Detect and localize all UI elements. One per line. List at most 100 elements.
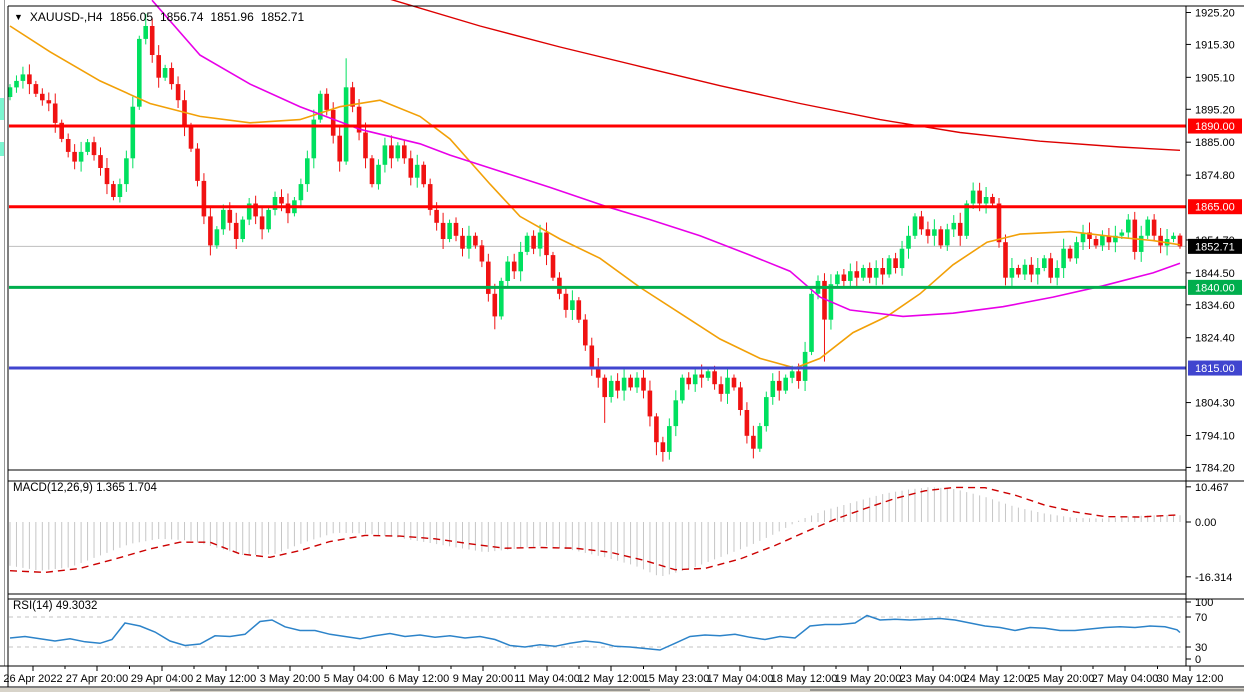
quote-high: 1856.74 — [160, 10, 204, 24]
time-axis-label: 23 May 04:00 — [900, 673, 967, 685]
candle-bullish — [673, 400, 679, 427]
left-strip-marker — [0, 98, 4, 120]
rsi-line — [9, 614, 1181, 651]
candle-bearish — [686, 377, 691, 385]
candle-bullish — [945, 229, 950, 246]
candle-bullish — [964, 203, 969, 236]
candle-bullish — [20, 74, 26, 81]
time-axis-label: 27 May 04:00 — [1092, 673, 1159, 685]
candle-bearish — [1132, 219, 1138, 252]
candle-bullish — [214, 229, 220, 246]
candle-bearish — [389, 145, 394, 159]
price-tick-label: 1804.30 — [1195, 398, 1235, 410]
candle-bearish — [511, 261, 517, 272]
candle-bullish — [757, 426, 763, 449]
time-axis-label: 24 May 12:00 — [964, 673, 1031, 685]
candle-bearish — [72, 151, 77, 162]
candle-bullish — [1119, 232, 1125, 236]
candle-bearish — [641, 377, 646, 391]
candle-bearish — [557, 277, 562, 294]
candle-bullish — [499, 280, 504, 317]
candle-bearish — [434, 209, 439, 223]
candle-bearish — [440, 222, 446, 239]
candle-bullish — [789, 371, 795, 378]
candle-bullish — [570, 300, 575, 310]
candle-bearish — [59, 122, 64, 139]
candle-bearish — [46, 100, 52, 104]
candle-bullish — [861, 268, 866, 278]
candle-bearish — [615, 380, 620, 391]
candle-bullish — [1022, 264, 1028, 275]
candle-bullish — [7, 87, 13, 97]
price-tick-label: 1915.30 — [1195, 39, 1235, 51]
candle-bearish — [149, 26, 155, 55]
candle-bullish — [414, 164, 420, 178]
time-axis-label: 9 May 20:00 — [453, 673, 514, 685]
candle-bullish — [1126, 219, 1131, 233]
candle-bullish — [692, 374, 698, 385]
price-box-label-support-1815: 1815.00 — [1195, 363, 1235, 375]
candle-bullish — [1145, 219, 1150, 236]
candle-bearish — [796, 371, 801, 381]
candle-bearish — [402, 145, 407, 159]
rsi-tick-label: 70 — [1195, 612, 1207, 624]
candle-bearish — [563, 293, 569, 310]
price-tick-label: 1905.10 — [1195, 72, 1235, 84]
candle-bullish — [802, 351, 808, 381]
candle-bearish — [744, 410, 750, 436]
candle-bearish — [460, 235, 465, 249]
candle-bullish — [705, 371, 711, 378]
candle-bullish — [1171, 235, 1176, 239]
candle-bullish — [78, 151, 84, 162]
candle-bearish — [195, 148, 200, 181]
candle-bearish — [208, 216, 213, 246]
candle-bullish — [137, 38, 142, 107]
candle-bullish — [246, 203, 252, 220]
price-box-label-support-1840: 1840.00 — [1195, 282, 1235, 294]
time-axis-label: 3 May 20:00 — [260, 673, 321, 685]
candle-bullish — [764, 397, 769, 427]
candle-bearish — [576, 300, 582, 320]
candle-bullish — [1061, 248, 1066, 269]
chart-dropdown-icon[interactable]: ▼ — [14, 11, 23, 22]
candle-bullish — [117, 184, 123, 197]
candle-bullish — [1009, 268, 1015, 278]
price-tick-label: 1784.20 — [1195, 462, 1235, 474]
candle-bullish — [951, 222, 957, 230]
candle-bullish — [272, 197, 278, 210]
candle-bearish — [98, 155, 103, 168]
price-tick-label: 1834.60 — [1195, 300, 1235, 312]
candle-bullish — [770, 380, 776, 397]
candle-bullish — [725, 377, 730, 394]
candle-bearish — [751, 435, 756, 449]
candle-bearish — [188, 126, 194, 149]
candle-bearish — [544, 232, 549, 256]
candle-bearish — [1158, 235, 1163, 246]
candle-bullish — [162, 68, 168, 78]
candle-bearish — [1029, 264, 1034, 275]
candle-bearish — [1177, 235, 1183, 247]
price-tick-label: 1885.00 — [1195, 137, 1235, 149]
candle-bullish — [983, 197, 989, 204]
candle-bearish — [977, 190, 982, 204]
candle-bullish — [608, 380, 614, 397]
candle-bearish — [1087, 232, 1092, 239]
candle-bearish — [369, 158, 375, 185]
macd-indicator-label: MACD(12,26,9) 1.365 1.704 — [13, 482, 157, 494]
candle-bearish — [1093, 239, 1099, 246]
candle-bearish — [233, 222, 239, 239]
time-axis-label: 17 May 04:00 — [707, 673, 774, 685]
time-axis-label: 26 Apr 2022 — [3, 673, 62, 685]
candle-bearish — [363, 132, 368, 159]
candle-bearish — [776, 380, 782, 391]
candle-bearish — [427, 184, 433, 210]
candle-bullish — [1113, 235, 1118, 243]
candle-bearish — [1016, 268, 1021, 275]
candle-bearish — [990, 197, 995, 204]
candle-bearish — [1106, 235, 1112, 243]
candle-bullish — [1138, 235, 1144, 252]
candle-bearish — [595, 368, 601, 378]
time-axis-label: 11 May 04:00 — [514, 673, 580, 685]
candle-bullish — [848, 271, 853, 281]
